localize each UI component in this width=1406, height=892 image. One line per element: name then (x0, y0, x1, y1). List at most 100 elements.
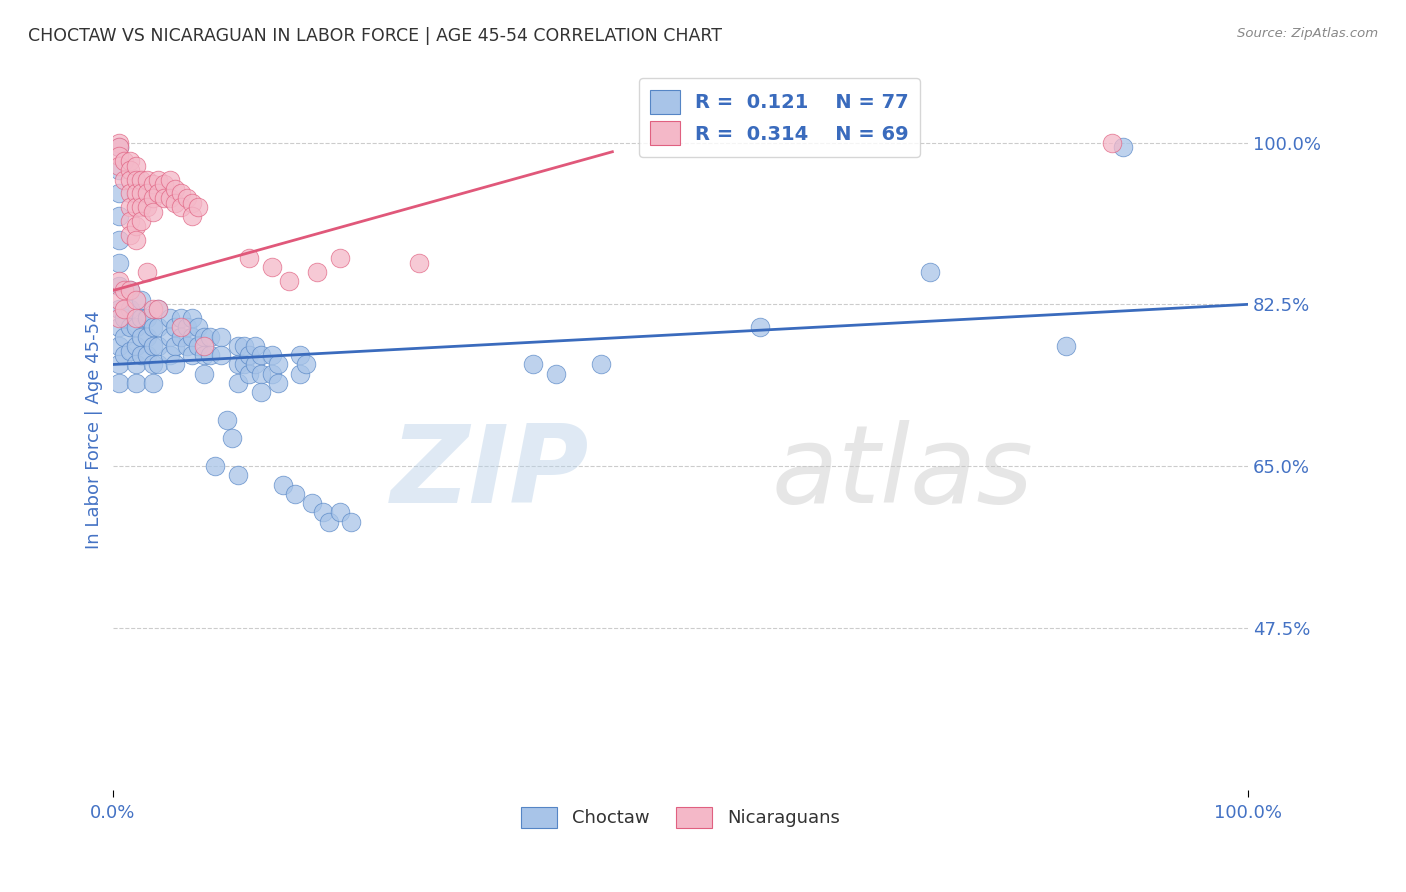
Point (318, 515, 340, 529)
Text: atlas: atlas (772, 420, 1033, 525)
Point (148, 172, 170, 186)
Point (107, 256, 129, 270)
Point (125, 233, 148, 247)
Point (232, 358, 254, 372)
Point (136, 330, 159, 344)
Point (107, 274, 129, 288)
Point (142, 301, 165, 316)
Point (329, 251, 352, 265)
Point (125, 376, 148, 390)
Point (120, 186, 142, 201)
Point (131, 293, 153, 307)
Point (107, 278, 129, 293)
Text: Source: ZipAtlas.com: Source: ZipAtlas.com (1237, 27, 1378, 40)
Point (120, 284, 142, 298)
Point (153, 177, 176, 191)
Point (544, 367, 567, 381)
Point (209, 348, 232, 362)
Point (920, 265, 942, 279)
Point (136, 200, 159, 214)
Point (107, 210, 129, 224)
Point (238, 348, 260, 362)
Point (125, 159, 148, 173)
Point (159, 172, 181, 186)
Point (165, 339, 187, 353)
Point (120, 154, 142, 169)
Point (301, 496, 323, 510)
Point (125, 311, 148, 326)
Point (170, 311, 193, 326)
Point (290, 348, 312, 362)
Point (278, 274, 301, 288)
Point (170, 320, 193, 334)
Point (112, 301, 135, 316)
Point (181, 348, 204, 362)
Point (131, 186, 153, 201)
Point (131, 214, 153, 228)
Point (307, 265, 329, 279)
Point (1054, 339, 1077, 353)
Point (408, 256, 430, 270)
Point (249, 348, 271, 362)
Point (125, 320, 148, 334)
Point (131, 348, 153, 362)
Point (260, 260, 283, 275)
Point (136, 311, 159, 326)
Point (226, 358, 249, 372)
Point (159, 348, 181, 362)
Point (120, 200, 142, 214)
Point (260, 367, 283, 381)
Point (125, 339, 148, 353)
Point (120, 320, 142, 334)
Point (107, 159, 129, 173)
Point (226, 339, 249, 353)
Point (148, 301, 170, 316)
Point (107, 140, 129, 154)
Point (120, 301, 142, 316)
Point (142, 358, 165, 372)
Point (112, 154, 135, 169)
Point (120, 163, 142, 178)
Point (165, 182, 187, 196)
Point (136, 265, 159, 279)
Point (148, 186, 170, 201)
Point (170, 186, 193, 201)
Point (589, 358, 612, 372)
Point (148, 320, 170, 334)
Point (120, 343, 142, 358)
Point (170, 200, 193, 214)
Point (125, 219, 148, 233)
Point (249, 385, 271, 400)
Point (312, 506, 335, 520)
Point (340, 515, 363, 529)
Point (142, 191, 165, 205)
Point (142, 320, 165, 334)
Point (136, 348, 159, 362)
Point (187, 320, 209, 334)
Point (260, 348, 283, 362)
Point (107, 163, 129, 178)
Point (198, 348, 221, 362)
Point (226, 468, 249, 483)
Point (107, 186, 129, 201)
Y-axis label: In Labor Force | Age 45-54: In Labor Force | Age 45-54 (86, 310, 103, 549)
Point (181, 210, 204, 224)
Point (142, 205, 165, 219)
Point (107, 339, 129, 353)
Point (266, 358, 288, 372)
Point (112, 330, 135, 344)
Point (295, 358, 318, 372)
Point (112, 284, 135, 298)
Point (120, 284, 142, 298)
Point (125, 358, 148, 372)
Point (112, 311, 135, 326)
Point (165, 358, 187, 372)
Point (142, 177, 165, 191)
Text: ZIP: ZIP (391, 419, 589, 525)
Point (181, 311, 204, 326)
Point (238, 251, 260, 265)
Point (329, 506, 352, 520)
Point (142, 339, 165, 353)
Point (266, 376, 288, 390)
Point (120, 214, 142, 228)
